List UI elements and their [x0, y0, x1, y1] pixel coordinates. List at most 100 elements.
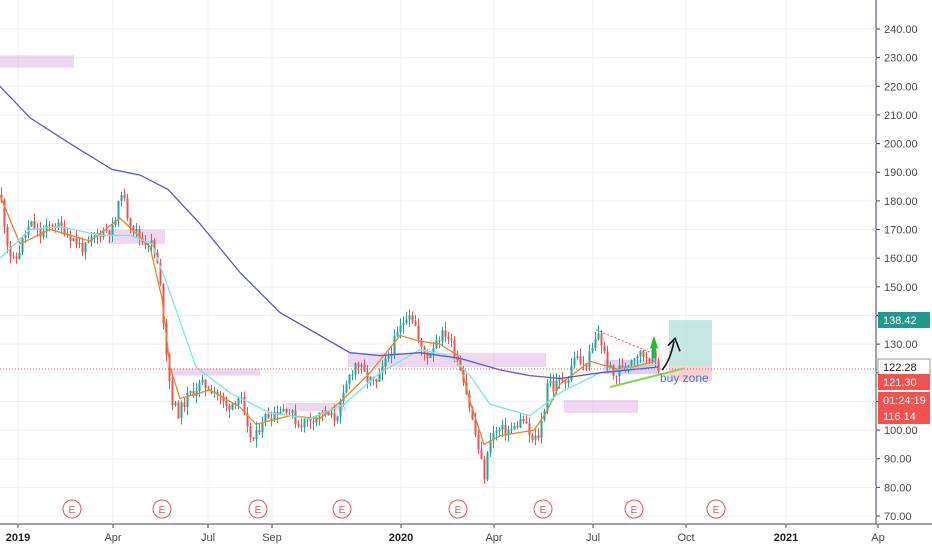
candle-body — [534, 435, 537, 440]
candle-body — [162, 283, 165, 324]
candle-body — [378, 372, 381, 382]
candle-body — [387, 356, 390, 359]
candle-body — [84, 242, 87, 253]
candle-body — [249, 426, 252, 438]
candle-body — [30, 221, 33, 227]
candle-body — [546, 383, 549, 412]
price-badge-label: 122.28 — [883, 362, 917, 374]
y-tick-label: 70.00 — [884, 511, 912, 523]
candle-body — [132, 225, 135, 232]
candle-body — [108, 230, 111, 235]
candle-body — [450, 338, 453, 341]
candle-body — [654, 350, 657, 361]
zone-box — [286, 402, 346, 412]
time-axis[interactable]: 2019 Apr Jul Sep 2020 Apr Jul Oct 2021 Ap — [6, 524, 885, 544]
candle-body — [438, 340, 441, 342]
candle-body — [111, 224, 114, 235]
candle-body — [507, 429, 510, 435]
zone-box — [170, 368, 260, 376]
candle-body — [138, 228, 141, 238]
candle-body — [207, 388, 210, 391]
candle-body — [576, 356, 579, 359]
candlesticks — [0, 187, 660, 484]
candle-body — [363, 364, 366, 372]
candle-body — [528, 423, 531, 435]
candle-body — [615, 375, 618, 377]
candle-body — [516, 425, 519, 428]
price-axis[interactable]: 70.0080.0090.00100.00110.00120.00130.001… — [876, 24, 931, 523]
candle-body — [582, 363, 585, 365]
candle-body — [375, 378, 378, 382]
candle-body — [267, 413, 270, 419]
candle-body — [408, 315, 411, 320]
candle-body — [600, 333, 603, 346]
candle-body — [645, 357, 648, 359]
x-tick-label: Oct — [677, 532, 694, 544]
price-badge — [878, 408, 930, 424]
candle-body — [18, 252, 21, 259]
candle-body — [648, 358, 651, 362]
x-tick-label: Sep — [262, 532, 282, 544]
candle-body — [483, 458, 486, 480]
ma-mid-line — [0, 226, 659, 420]
candle-body — [177, 402, 180, 419]
candle-body — [303, 418, 306, 428]
candle-body — [495, 431, 498, 434]
candle-body — [513, 425, 516, 430]
candle-body — [624, 365, 627, 368]
candle-body — [426, 352, 429, 359]
candle-body — [21, 237, 24, 253]
candle-body — [537, 435, 540, 439]
candle-body — [240, 396, 243, 399]
candle-body — [186, 392, 189, 407]
candle-body — [144, 242, 147, 245]
lower-trendline — [609, 367, 685, 389]
price-badge-label: 116.14 — [883, 411, 916, 423]
candle-body — [336, 416, 339, 422]
candle-body — [639, 350, 642, 357]
candle-body — [237, 398, 240, 406]
candle-body — [588, 351, 591, 368]
x-tick-label: 2019 — [6, 532, 30, 544]
y-tick-label: 230.00 — [884, 53, 918, 65]
candle-body — [159, 263, 162, 284]
y-tick-label: 210.00 — [884, 110, 918, 122]
candle-body — [282, 408, 285, 412]
y-tick-label: 240.00 — [884, 24, 918, 36]
candle-body — [519, 418, 522, 428]
candle-body — [297, 424, 300, 426]
candle-body — [357, 363, 360, 367]
candle-body — [477, 434, 480, 450]
candle-body — [636, 356, 639, 359]
candle-body — [315, 417, 318, 423]
ma-slow-line — [0, 85, 659, 380]
candle-body — [24, 235, 27, 238]
candle-body — [354, 363, 357, 375]
upper-trendline — [595, 329, 659, 357]
candle-body — [252, 437, 255, 440]
earnings-marker-label: E — [69, 505, 76, 516]
candle-body — [246, 413, 249, 427]
y-tick-label: 180.00 — [884, 196, 918, 208]
candle-body — [384, 358, 387, 367]
y-tick-label: 130.00 — [884, 339, 918, 351]
buy-zone-note: buy zone — [660, 371, 709, 385]
candle-body — [633, 358, 636, 361]
candle-body — [522, 418, 525, 422]
earnings-marker-label: E — [540, 505, 547, 516]
candle-body — [201, 379, 204, 383]
candle-body — [585, 363, 588, 368]
candle-body — [228, 405, 231, 410]
candle-body — [345, 383, 348, 393]
candle-body — [609, 364, 612, 368]
green-up-arrow — [650, 335, 658, 349]
candle-body — [591, 348, 594, 352]
candle-body — [192, 390, 195, 397]
candle-body — [657, 360, 660, 371]
candle-body — [432, 348, 435, 354]
earnings-marker — [533, 499, 553, 519]
candle-body — [447, 336, 450, 339]
price-badge-label: 01:24:19 — [883, 395, 926, 407]
